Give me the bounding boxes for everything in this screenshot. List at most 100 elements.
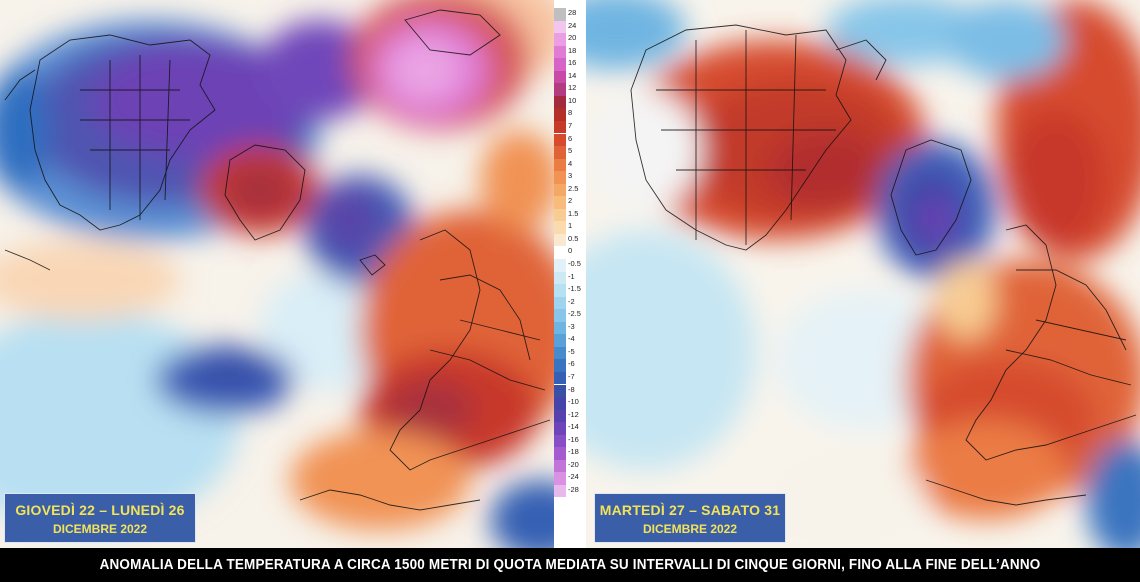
scale-row: 5 <box>554 146 586 159</box>
scale-tick-label: 0 <box>568 246 573 256</box>
scale-tick-label: 20 <box>568 33 577 43</box>
period-label-left-dates: GIOVEDÌ 22 – LUNEDÌ 26 <box>15 502 185 518</box>
scale-row: 24 <box>554 20 586 34</box>
scale-swatch <box>554 271 566 285</box>
scale-tick-label: -2 <box>568 296 575 306</box>
scale-swatch <box>554 196 566 209</box>
scale-swatch <box>554 120 566 134</box>
scale-tick-label: 6 <box>568 133 573 143</box>
scale-swatch <box>554 397 566 410</box>
scale-tick-label: 1.5 <box>568 208 579 218</box>
scale-tick-label: -1 <box>568 271 575 281</box>
scale-swatch <box>554 434 566 448</box>
scale-swatch <box>554 309 566 322</box>
scale-swatch <box>554 83 566 96</box>
scale-tick-label: 1 <box>568 221 573 231</box>
scale-row: 6 <box>554 133 586 147</box>
scale-swatch <box>554 233 566 247</box>
scale-tick-label: 10 <box>568 95 577 105</box>
scale-swatch <box>554 321 566 335</box>
scale-swatch <box>554 484 566 498</box>
scale-swatch <box>554 259 566 272</box>
scale-swatch <box>554 359 566 372</box>
scale-swatch <box>554 171 566 184</box>
scale-swatch <box>554 422 566 435</box>
scale-swatch <box>554 33 566 46</box>
scale-row: -4 <box>554 334 586 347</box>
scale-row: -2.5 <box>554 309 586 322</box>
scale-row: 8 <box>554 108 586 121</box>
color-scale-legend: 28 24 20 18 16 14 12 10 8 7 6 5 4 3 2.5 2 1.5 1 0.5 0 -0.5 -1… <box>554 0 586 548</box>
scale-tick-label: 4 <box>568 158 573 168</box>
scale-tick-label: 16 <box>568 58 577 68</box>
scale-row: -8 <box>554 384 586 398</box>
scale-row: -10 <box>554 397 586 410</box>
scale-swatch <box>554 158 566 172</box>
scale-tick-label: -7 <box>568 371 575 381</box>
scale-swatch <box>554 133 566 147</box>
scale-row: -6 <box>554 359 586 372</box>
scale-row: -20 <box>554 459 586 473</box>
scale-tick-label: -1.5 <box>568 284 581 294</box>
scale-tick-label: -6 <box>568 359 575 369</box>
scale-tick-label: -20 <box>568 459 579 469</box>
scale-swatch <box>554 296 566 310</box>
scale-tick-label: 24 <box>568 20 577 30</box>
scale-row: -7 <box>554 371 586 385</box>
scale-row: 4 <box>554 158 586 172</box>
scale-swatch <box>554 183 566 197</box>
anomaly-map-right <box>586 0 1140 548</box>
scale-row: -1 <box>554 271 586 285</box>
scale-row: 3 <box>554 171 586 184</box>
scale-tick-label: 18 <box>568 45 577 55</box>
scale-row: 18 <box>554 45 586 59</box>
scale-tick-label: 3 <box>568 171 573 181</box>
scale-swatch <box>554 371 566 385</box>
scale-tick-label: 28 <box>568 8 577 17</box>
scale-swatch <box>554 246 566 259</box>
scale-tick-label: -12 <box>568 409 579 419</box>
scale-tick-label: -5 <box>568 346 575 356</box>
scale-row: 12 <box>554 83 586 96</box>
scale-row: 2 <box>554 196 586 209</box>
scale-swatch <box>554 95 566 109</box>
scale-swatch <box>554 20 566 34</box>
scale-tick-label: 14 <box>568 70 577 80</box>
scale-row: -12 <box>554 409 586 423</box>
scale-tick-label: -24 <box>568 472 579 482</box>
scale-tick-label: -0.5 <box>568 259 581 268</box>
scale-row: 20 <box>554 33 586 46</box>
scale-tick-label: 8 <box>568 108 573 118</box>
scale-tick-label: 0.5 <box>568 233 579 243</box>
scale-tick-label: -2.5 <box>568 309 581 319</box>
period-label-left: GIOVEDÌ 22 – LUNEDÌ 26 DICEMBRE 2022 <box>4 493 196 543</box>
anomaly-map-left <box>0 0 554 548</box>
figure-caption: ANOMALIA DELLA TEMPERATURA A CIRCA 1500 … <box>39 548 1101 582</box>
scale-row: 0.5 <box>554 233 586 247</box>
scale-tick-label: 7 <box>568 120 573 130</box>
scale-row: -28 <box>554 484 586 498</box>
scale-row: 28 <box>554 8 586 21</box>
scale-tick-label: -14 <box>568 422 579 432</box>
scale-swatch <box>554 334 566 347</box>
scale-swatch <box>554 221 566 234</box>
scale-swatch <box>554 8 566 21</box>
scale-tick-label: -10 <box>568 397 579 407</box>
scale-row: -14 <box>554 422 586 435</box>
scale-swatch <box>554 409 566 423</box>
scale-swatch <box>554 472 566 485</box>
scale-swatch <box>554 208 566 222</box>
scale-tick-label: 12 <box>568 83 577 93</box>
scale-tick-label: 5 <box>568 146 573 156</box>
scale-row: 10 <box>554 95 586 109</box>
scale-row: 1.5 <box>554 208 586 222</box>
scale-row: -2 <box>554 296 586 310</box>
scale-tick-label: -16 <box>568 434 579 444</box>
scale-swatch <box>554 146 566 159</box>
scale-tick-label: -4 <box>568 334 575 344</box>
scale-row: -3 <box>554 321 586 335</box>
scale-swatch <box>554 284 566 297</box>
period-label-right: MARTEDÌ 27 – SABATO 31 DICEMBRE 2022 <box>594 493 786 543</box>
scale-swatch <box>554 45 566 59</box>
scale-tick-label: -3 <box>568 321 575 331</box>
